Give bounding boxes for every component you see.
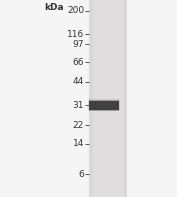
FancyBboxPatch shape [93,0,124,197]
Text: 66: 66 [73,58,84,67]
FancyBboxPatch shape [89,101,119,110]
Text: 97: 97 [73,40,84,49]
Text: 44: 44 [73,77,84,86]
Text: 6: 6 [78,170,84,179]
Text: 14: 14 [73,139,84,148]
FancyBboxPatch shape [89,0,127,197]
Text: 200: 200 [67,6,84,15]
Text: 31: 31 [73,101,84,110]
FancyBboxPatch shape [88,99,120,111]
Text: 22: 22 [73,121,84,130]
Text: kDa: kDa [44,3,64,12]
FancyBboxPatch shape [89,101,119,110]
FancyBboxPatch shape [88,100,119,111]
Text: 116: 116 [67,30,84,39]
